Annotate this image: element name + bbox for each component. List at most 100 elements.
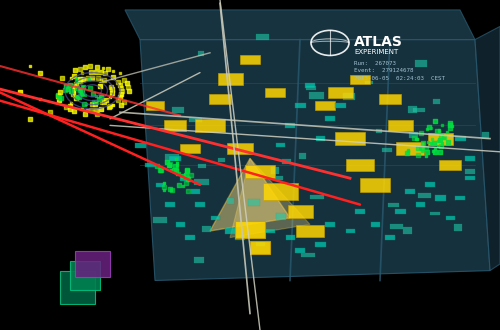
Point	[437, 134, 445, 139]
Point	[92, 69, 100, 74]
Point	[419, 141, 427, 146]
Point	[78, 88, 86, 94]
FancyBboxPatch shape	[455, 196, 465, 200]
Point	[98, 65, 106, 71]
FancyBboxPatch shape	[195, 119, 225, 132]
FancyBboxPatch shape	[365, 81, 373, 84]
FancyBboxPatch shape	[194, 179, 209, 184]
Point	[62, 84, 70, 89]
Point	[185, 177, 193, 182]
Point	[120, 99, 128, 104]
Point	[117, 91, 125, 96]
Point	[36, 96, 44, 102]
FancyBboxPatch shape	[75, 251, 110, 277]
Point	[93, 65, 101, 70]
FancyBboxPatch shape	[328, 86, 352, 98]
FancyBboxPatch shape	[430, 212, 440, 215]
FancyBboxPatch shape	[240, 55, 260, 64]
Point	[16, 90, 24, 95]
Point	[120, 77, 128, 82]
FancyBboxPatch shape	[385, 235, 395, 240]
FancyBboxPatch shape	[388, 119, 412, 131]
FancyBboxPatch shape	[335, 132, 365, 145]
Point	[430, 147, 438, 152]
FancyBboxPatch shape	[202, 226, 211, 232]
Point	[105, 104, 113, 109]
Point	[96, 70, 104, 75]
Point	[122, 81, 130, 86]
Point	[68, 87, 76, 92]
FancyBboxPatch shape	[235, 235, 245, 240]
Point	[76, 86, 84, 91]
FancyBboxPatch shape	[433, 99, 440, 104]
FancyBboxPatch shape	[134, 143, 145, 148]
Point	[418, 145, 426, 150]
Point	[160, 181, 168, 186]
FancyBboxPatch shape	[285, 123, 295, 128]
Point	[173, 165, 181, 171]
Point	[78, 106, 86, 111]
Polygon shape	[140, 40, 490, 280]
FancyBboxPatch shape	[70, 261, 100, 290]
FancyBboxPatch shape	[446, 216, 454, 220]
Point	[82, 65, 90, 70]
Point	[76, 77, 84, 82]
FancyBboxPatch shape	[276, 143, 284, 147]
Point	[108, 88, 116, 93]
Point	[160, 184, 168, 189]
Point	[86, 63, 94, 69]
Point	[448, 123, 456, 129]
Point	[91, 101, 99, 107]
FancyBboxPatch shape	[265, 228, 275, 234]
FancyBboxPatch shape	[416, 202, 424, 207]
FancyBboxPatch shape	[314, 242, 326, 247]
Point	[92, 107, 100, 113]
FancyBboxPatch shape	[434, 195, 446, 201]
Point	[78, 77, 86, 82]
Point	[430, 140, 438, 145]
Point	[108, 74, 116, 80]
Point	[436, 129, 444, 135]
FancyBboxPatch shape	[195, 202, 205, 207]
FancyBboxPatch shape	[265, 88, 285, 97]
Point	[166, 186, 173, 191]
Point	[26, 63, 34, 69]
Point	[100, 77, 108, 82]
FancyBboxPatch shape	[198, 164, 206, 168]
Point	[97, 100, 105, 105]
Point	[64, 87, 72, 92]
Point	[117, 85, 125, 90]
Point	[179, 184, 187, 189]
Point	[422, 153, 430, 158]
Point	[93, 112, 101, 117]
Point	[436, 138, 444, 143]
Point	[80, 101, 88, 106]
Point	[174, 163, 182, 168]
Point	[124, 88, 132, 93]
FancyBboxPatch shape	[250, 241, 270, 254]
Point	[67, 101, 75, 106]
Text: Run:  267073
Event:  279124678
2015-06-05  02:24:03  CEST: Run: 267073 Event: 279124678 2015-06-05 …	[354, 61, 445, 81]
Point	[36, 70, 44, 75]
Point	[69, 91, 77, 97]
Point	[26, 116, 34, 121]
Point	[97, 94, 105, 100]
FancyBboxPatch shape	[466, 176, 474, 180]
FancyBboxPatch shape	[299, 153, 306, 159]
Point	[67, 76, 75, 81]
Point	[183, 168, 191, 173]
Point	[173, 171, 181, 176]
Polygon shape	[230, 158, 310, 238]
Point	[168, 187, 176, 193]
FancyBboxPatch shape	[425, 182, 435, 187]
Point	[102, 98, 110, 103]
Point	[82, 112, 90, 117]
FancyBboxPatch shape	[405, 189, 415, 194]
Point	[182, 173, 190, 178]
Point	[172, 156, 179, 162]
Point	[438, 141, 446, 146]
Point	[118, 88, 126, 93]
FancyBboxPatch shape	[190, 189, 200, 193]
Point	[108, 86, 116, 91]
Point	[165, 162, 173, 167]
